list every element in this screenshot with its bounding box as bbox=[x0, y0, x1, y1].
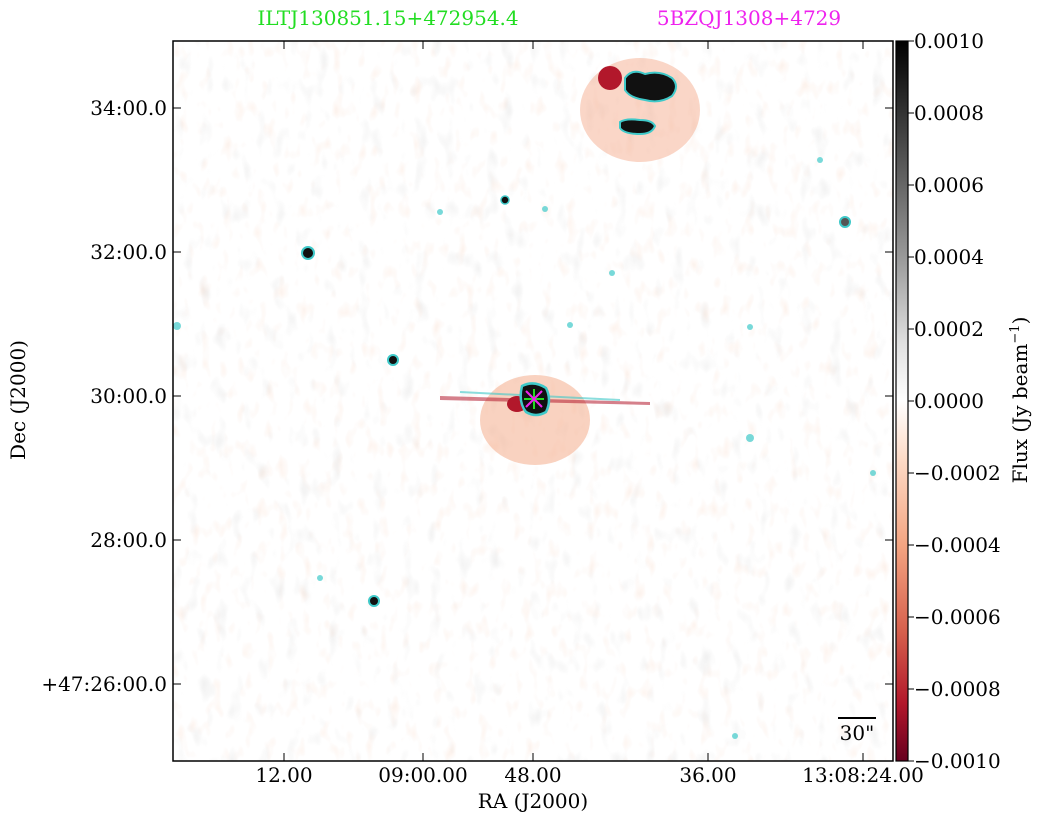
y-tick-label: 32:00.0 bbox=[90, 240, 167, 264]
colorbar-ticks: 0.0010 0.0008 0.0006 0.0004 0.0002 0.0000 −0.0… bbox=[908, 29, 1001, 773]
x-tick-label: 48.00 bbox=[504, 763, 561, 787]
scale-bar-label: 30" bbox=[840, 721, 875, 745]
x-axis: 12.00 09:00.00 48.00 36.00 13:08:24.00 bbox=[255, 41, 924, 787]
x-tick-label: 13:08:24.00 bbox=[802, 763, 924, 787]
source-label-iltj: ILTJ130851.15+472954.4 bbox=[257, 6, 518, 30]
y-axis: 34:00.0 32:00.0 30:00.0 28:00.0 +47:26:00.0 bbox=[41, 96, 893, 696]
x-tick-label: 36.00 bbox=[679, 763, 736, 787]
central-source bbox=[440, 375, 650, 465]
colorbar-tick-label: 0.0000 bbox=[914, 389, 984, 413]
image-area: 30" bbox=[173, 41, 893, 761]
northern-source bbox=[580, 58, 700, 162]
colorbar-tick-label: 0.0002 bbox=[914, 317, 984, 341]
x-tick-label: 09:00.00 bbox=[378, 763, 467, 787]
y-tick-label: 34:00.0 bbox=[90, 96, 167, 120]
colorbar-label: Flux (Jy beam−1) bbox=[1008, 317, 1032, 484]
scale-bar: 30" bbox=[838, 717, 876, 745]
x-axis-label: RA (J2000) bbox=[478, 789, 588, 813]
colorbar-tick-label: 0.0006 bbox=[914, 173, 984, 197]
colorbar-tick-label: −0.0004 bbox=[914, 533, 1001, 557]
x-tick-label: 12.00 bbox=[255, 763, 312, 787]
colorbar-tick-label: 0.0004 bbox=[914, 245, 984, 269]
y-tick-label: 30:00.0 bbox=[90, 384, 167, 408]
colorbar-tick-label: 0.0010 bbox=[914, 29, 984, 53]
colorbar bbox=[895, 40, 909, 762]
source-label-5bzq: 5BZQJ1308+4729 bbox=[657, 6, 841, 30]
colorbar-tick-label: −0.0006 bbox=[914, 605, 1001, 629]
position-markers bbox=[524, 389, 544, 409]
colorbar-label-sup: −1 bbox=[1008, 324, 1023, 343]
compact-sources bbox=[173, 157, 876, 739]
y-tick-label: +47:26:00.0 bbox=[41, 672, 167, 696]
colorbar-tick-label: 0.0008 bbox=[914, 101, 984, 125]
colorbar-tick-label: −0.0010 bbox=[914, 749, 1001, 773]
y-axis-label: Dec (J2000) bbox=[6, 340, 30, 460]
colorbar-tick-label: −0.0002 bbox=[914, 461, 1001, 485]
colorbar-tick-label: −0.0008 bbox=[914, 677, 1001, 701]
colorbar-label-main: Flux (Jy beam bbox=[1008, 344, 1032, 484]
y-tick-label: 28:00.0 bbox=[90, 528, 167, 552]
colorbar-label-end: ) bbox=[1008, 317, 1032, 325]
